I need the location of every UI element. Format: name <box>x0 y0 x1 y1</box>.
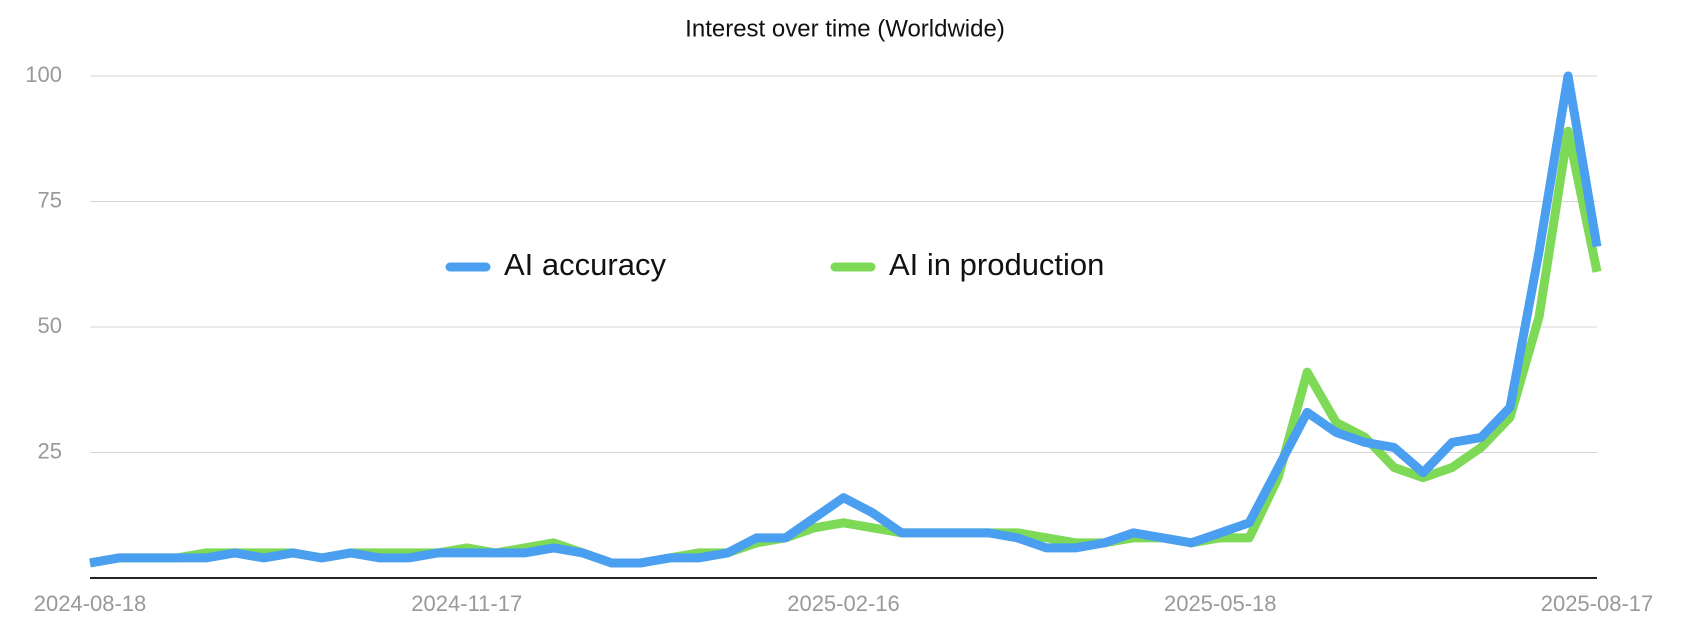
legend-label: AI in production <box>889 247 1104 282</box>
x-tick-label: 2025-05-18 <box>1164 591 1277 616</box>
legend-label: AI accuracy <box>504 247 666 282</box>
y-tick-label: 75 <box>38 187 62 212</box>
x-tick-label: 2024-08-18 <box>34 591 147 616</box>
x-tick-label: 2025-02-16 <box>787 591 900 616</box>
chart-title: Interest over time (Worldwide) <box>685 15 1005 42</box>
x-tick-label: 2025-08-17 <box>1541 591 1654 616</box>
y-tick-label: 100 <box>25 62 62 87</box>
x-tick-label: 2024-11-17 <box>411 591 522 616</box>
y-tick-label: 50 <box>38 313 62 338</box>
y-tick-label: 25 <box>38 438 62 463</box>
series-line <box>89 71 1602 568</box>
